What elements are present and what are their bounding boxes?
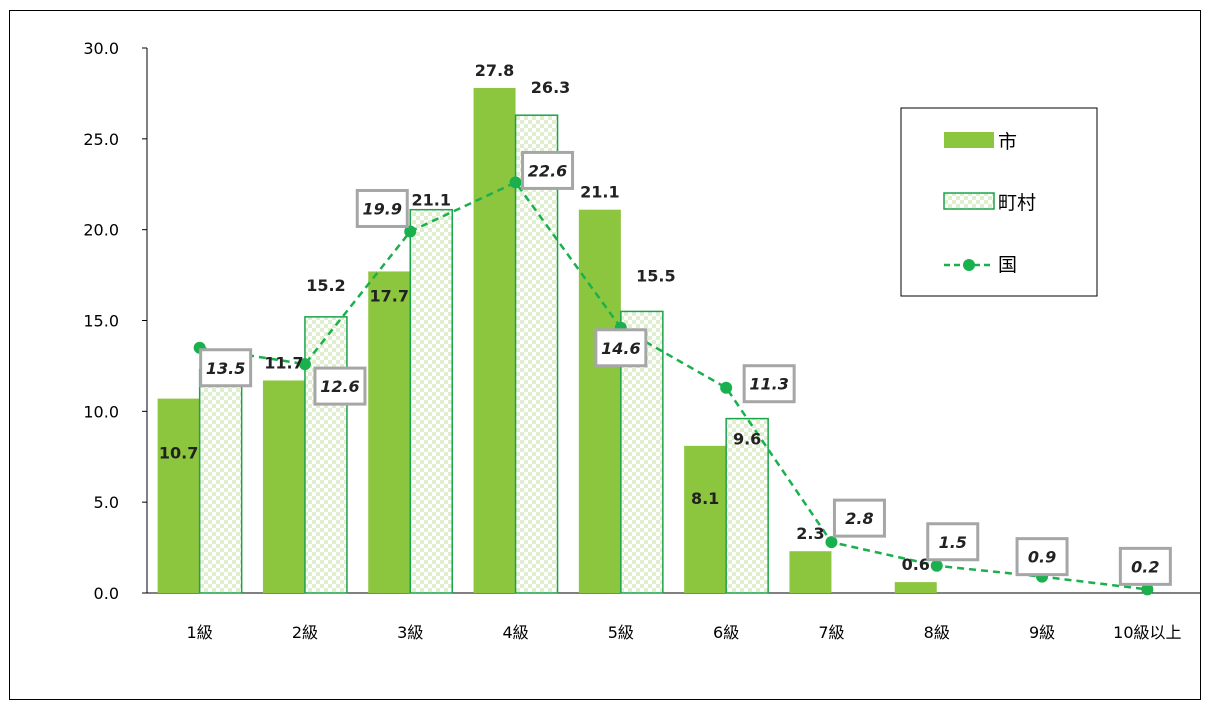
legend-label-national: 国 [998, 254, 1017, 276]
national-label-box [199, 348, 253, 388]
y-tick-label: 5.0 [94, 493, 119, 512]
data-label-city: 2.3 [796, 524, 824, 543]
bar-city [894, 582, 937, 593]
data-label-national: 22.6 [528, 161, 567, 180]
bar-town [304, 316, 348, 594]
data-label-national: 2.8 [845, 509, 873, 528]
bar-city [789, 551, 832, 593]
legend-box [900, 107, 1098, 297]
bar-city [157, 398, 200, 593]
legend-swatch-town [943, 192, 995, 210]
national-point [298, 358, 311, 371]
legend-label-town: 町村 [998, 192, 1036, 214]
national-label-box [521, 150, 575, 190]
x-tick-label: 2級 [292, 623, 318, 642]
y-tick-label: 10.0 [83, 402, 119, 421]
x-tick-label: 9級 [1029, 623, 1055, 642]
legend-swatch-city [944, 132, 994, 148]
legend-label-city: 市 [998, 131, 1017, 153]
data-label-city: 10.7 [159, 444, 198, 463]
data-label-national: 0.2 [1131, 557, 1159, 576]
data-label-national: 13.5 [206, 359, 245, 378]
data-label-city: 27.8 [475, 61, 514, 80]
national-label-box [594, 328, 648, 368]
y-tick-label: 15.0 [83, 312, 119, 331]
y-tick-label: 30.0 [83, 39, 119, 58]
bar-city [473, 87, 516, 593]
data-label-town: 26.3 [531, 78, 570, 97]
x-tick-label: 5級 [608, 623, 634, 642]
x-tick-label: 4級 [502, 623, 528, 642]
data-label-town: 15.2 [306, 276, 345, 295]
data-label-national: 12.6 [320, 377, 359, 396]
bar-town [409, 208, 453, 594]
data-label-city: 8.1 [691, 489, 719, 508]
data-label-town: 9.6 [733, 430, 761, 449]
x-tick-label: 7級 [818, 623, 844, 642]
y-tick-label: 0.0 [94, 584, 119, 603]
data-label-city: 21.1 [580, 183, 619, 202]
data-label-national: 1.5 [939, 533, 967, 552]
x-tick-label: 10級以上 [1113, 623, 1181, 642]
x-tick-label: 8級 [924, 623, 950, 642]
data-label-city: 0.6 [902, 555, 930, 574]
national-label-box [742, 364, 796, 404]
data-label-national: 19.9 [363, 199, 402, 218]
legend-marker-national [963, 259, 975, 271]
data-label-city: 11.7 [264, 353, 303, 372]
data-label-city: 17.7 [370, 286, 409, 305]
national-label-box [313, 366, 367, 406]
data-label-national: 11.3 [749, 375, 788, 394]
national-point [720, 381, 733, 394]
data-label-national: 0.9 [1028, 548, 1056, 567]
national-point [509, 176, 522, 189]
bar-city [684, 445, 727, 593]
bar-city [578, 209, 621, 593]
national-point [1141, 583, 1154, 596]
bar-town [725, 417, 769, 594]
national-label-box [1118, 546, 1172, 586]
data-label-town: 21.1 [412, 191, 451, 210]
x-tick-label: 6級 [713, 623, 739, 642]
bar-city [262, 380, 305, 593]
x-tick-label: 3級 [397, 623, 423, 642]
national-label-box [832, 498, 886, 538]
bar-town [514, 114, 559, 594]
y-tick-label: 20.0 [83, 221, 119, 240]
y-tick-label: 25.0 [83, 130, 119, 149]
national-point [930, 559, 943, 572]
bar-town [198, 368, 243, 594]
data-label-national: 14.6 [601, 339, 640, 358]
x-tick-label: 1級 [187, 623, 213, 642]
bar-city [368, 271, 411, 593]
national-point [404, 225, 417, 238]
national-point [825, 536, 838, 549]
data-label-town: 15.5 [636, 266, 675, 285]
national-label-box [926, 522, 980, 562]
national-label-box [355, 188, 409, 228]
national-label-box [1015, 537, 1069, 577]
